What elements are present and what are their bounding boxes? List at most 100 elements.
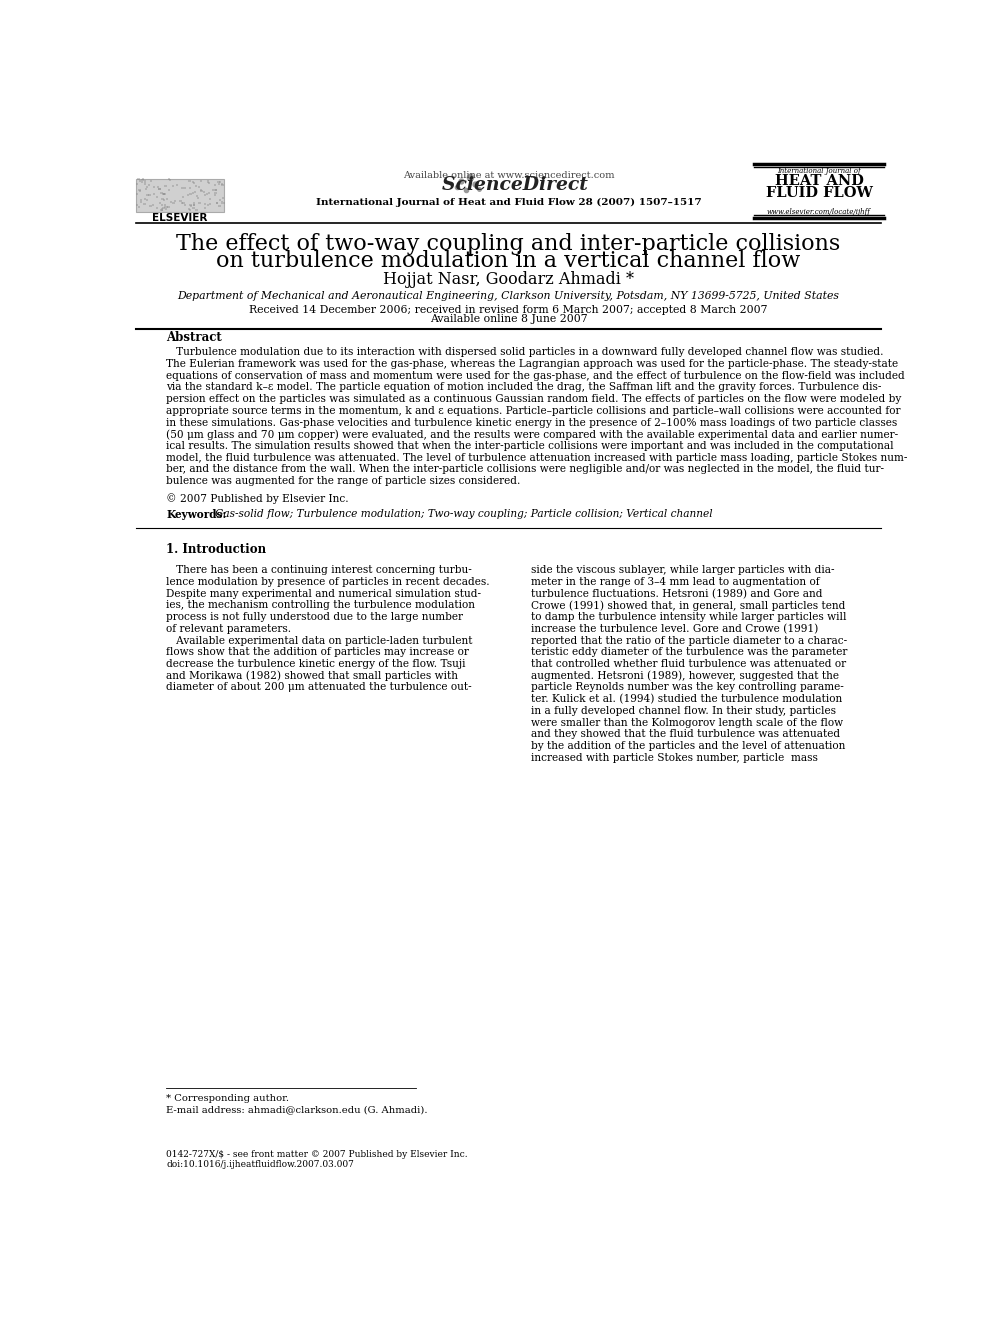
Bar — [221, 184, 223, 187]
Bar — [144, 183, 146, 184]
Bar — [161, 205, 164, 206]
Bar — [163, 198, 166, 201]
Bar — [170, 201, 173, 202]
Bar — [189, 209, 191, 212]
Bar — [159, 188, 161, 191]
Bar — [221, 184, 223, 185]
Bar — [214, 189, 216, 191]
Bar — [156, 208, 158, 209]
Bar — [142, 177, 145, 180]
Text: side the viscous sublayer, while larger particles with dia-: side the viscous sublayer, while larger … — [532, 565, 835, 576]
Text: particle Reynolds number was the key controlling parame-: particle Reynolds number was the key con… — [532, 683, 844, 692]
Text: International Journal of Heat and Fluid Flow 28 (2007) 1507–1517: International Journal of Heat and Fluid … — [315, 198, 701, 208]
Text: teristic eddy diameter of the turbulence was the parameter: teristic eddy diameter of the turbulence… — [532, 647, 848, 658]
Text: Abstract: Abstract — [167, 331, 222, 344]
Bar — [218, 205, 220, 208]
Bar — [192, 204, 194, 206]
Bar — [168, 189, 171, 191]
Bar — [156, 196, 158, 198]
Bar — [222, 202, 225, 204]
Bar — [221, 197, 224, 198]
Bar — [185, 187, 186, 189]
Bar — [141, 179, 144, 181]
Bar — [188, 187, 191, 189]
Bar — [198, 187, 200, 188]
Bar — [153, 193, 156, 194]
Bar — [162, 197, 164, 200]
Bar — [136, 193, 139, 194]
Bar — [196, 196, 198, 197]
Bar — [159, 201, 162, 204]
Bar — [214, 192, 216, 194]
Text: by the addition of the particles and the level of attenuation: by the addition of the particles and the… — [532, 741, 846, 751]
Text: in a fully developed channel flow. In their study, particles: in a fully developed channel flow. In th… — [532, 705, 836, 716]
Bar — [217, 181, 219, 183]
Text: Despite many experimental and numerical simulation stud-: Despite many experimental and numerical … — [167, 589, 481, 598]
Text: HEAT AND: HEAT AND — [775, 175, 863, 188]
Bar — [207, 180, 209, 183]
Bar — [139, 180, 141, 183]
Bar — [137, 179, 140, 180]
Text: augmented. Hetsroni (1989), however, suggested that the: augmented. Hetsroni (1989), however, sug… — [532, 671, 839, 681]
Bar — [193, 202, 195, 205]
Text: Received 14 December 2006; received in revised form 6 March 2007; accepted 8 Mar: Received 14 December 2006; received in r… — [249, 304, 768, 315]
Bar — [200, 191, 202, 192]
Bar — [140, 198, 142, 201]
Text: increase the turbulence level. Gore and Crowe (1991): increase the turbulence level. Gore and … — [532, 624, 818, 634]
Bar — [198, 202, 200, 204]
Bar — [152, 204, 154, 206]
Text: persion effect on the particles was simulated as a continuous Gaussian random fi: persion effect on the particles was simu… — [167, 394, 902, 404]
Bar — [193, 183, 195, 184]
Bar — [195, 209, 197, 212]
Text: doi:10.1016/j.ijheatfluidflow.2007.03.007: doi:10.1016/j.ijheatfluidflow.2007.03.00… — [167, 1160, 354, 1170]
Text: and they showed that the fluid turbulence was attenuated: and they showed that the fluid turbulenc… — [532, 729, 840, 740]
Text: Turbulence modulation due to its interaction with dispersed solid particles in a: Turbulence modulation due to its interac… — [167, 347, 884, 357]
Text: Keywords:: Keywords: — [167, 509, 226, 520]
Bar — [195, 185, 197, 187]
Bar — [140, 201, 143, 202]
Bar — [139, 191, 142, 192]
Bar — [216, 201, 218, 204]
Text: via the standard k–ε model. The particle equation of motion included the drag, t: via the standard k–ε model. The particle… — [167, 382, 882, 393]
Bar — [161, 209, 163, 210]
Bar — [192, 206, 194, 209]
Bar — [196, 197, 199, 200]
Bar — [184, 204, 186, 205]
Text: ELSEVIER: ELSEVIER — [153, 213, 207, 222]
Text: that controlled whether fluid turbulence was attenuated or: that controlled whether fluid turbulence… — [532, 659, 846, 669]
Text: Available online at www.sciencedirect.com: Available online at www.sciencedirect.co… — [403, 171, 614, 180]
Bar — [161, 192, 163, 194]
Text: Crowe (1991) showed that, in general, small particles tend: Crowe (1991) showed that, in general, sm… — [532, 601, 846, 611]
Text: There has been a continuing interest concerning turbu-: There has been a continuing interest con… — [167, 565, 472, 576]
Bar — [182, 187, 184, 189]
Bar — [146, 198, 149, 201]
Bar — [150, 205, 152, 206]
Bar — [199, 180, 202, 183]
Text: diameter of about 200 μm attenuated the turbulence out-: diameter of about 200 μm attenuated the … — [167, 683, 472, 692]
Text: * Corresponding author.: * Corresponding author. — [167, 1094, 290, 1103]
Bar — [180, 200, 182, 202]
Bar — [182, 196, 185, 198]
Bar — [136, 205, 138, 206]
Text: equations of conservation of mass and momentum were used for the gas-phase, and : equations of conservation of mass and mo… — [167, 370, 905, 381]
Text: www.elsevier.com/locate/ijhff: www.elsevier.com/locate/ijhff — [767, 208, 871, 216]
Bar — [208, 198, 211, 200]
Bar — [203, 193, 206, 196]
Bar — [148, 184, 151, 185]
Text: E-mail address: ahmadi@clarkson.edu (G. Ahmadi).: E-mail address: ahmadi@clarkson.edu (G. … — [167, 1105, 428, 1114]
Bar — [215, 189, 217, 191]
Text: 1. Introduction: 1. Introduction — [167, 542, 267, 556]
Text: appropriate source terms in the momentum, k and ε equations. Particle–particle c: appropriate source terms in the momentum… — [167, 406, 901, 415]
Bar — [220, 201, 223, 204]
Bar — [149, 193, 151, 196]
Text: The Eulerian framework was used for the gas-phase, whereas the Lagrangian approa: The Eulerian framework was used for the … — [167, 359, 899, 369]
Bar — [176, 184, 179, 187]
Text: model, the fluid turbulence was attenuated. The level of turbulence attenuation : model, the fluid turbulence was attenuat… — [167, 452, 908, 463]
Text: 0142-727X/$ - see front matter © 2007 Published by Elsevier Inc.: 0142-727X/$ - see front matter © 2007 Pu… — [167, 1150, 468, 1159]
Text: Department of Mechanical and Aeronautical Engineering, Clarkson University, Pots: Department of Mechanical and Aeronautica… — [178, 291, 839, 302]
Bar — [163, 193, 166, 194]
Bar — [157, 187, 159, 188]
Bar — [188, 180, 190, 181]
Bar — [207, 192, 210, 193]
Bar — [161, 209, 163, 210]
